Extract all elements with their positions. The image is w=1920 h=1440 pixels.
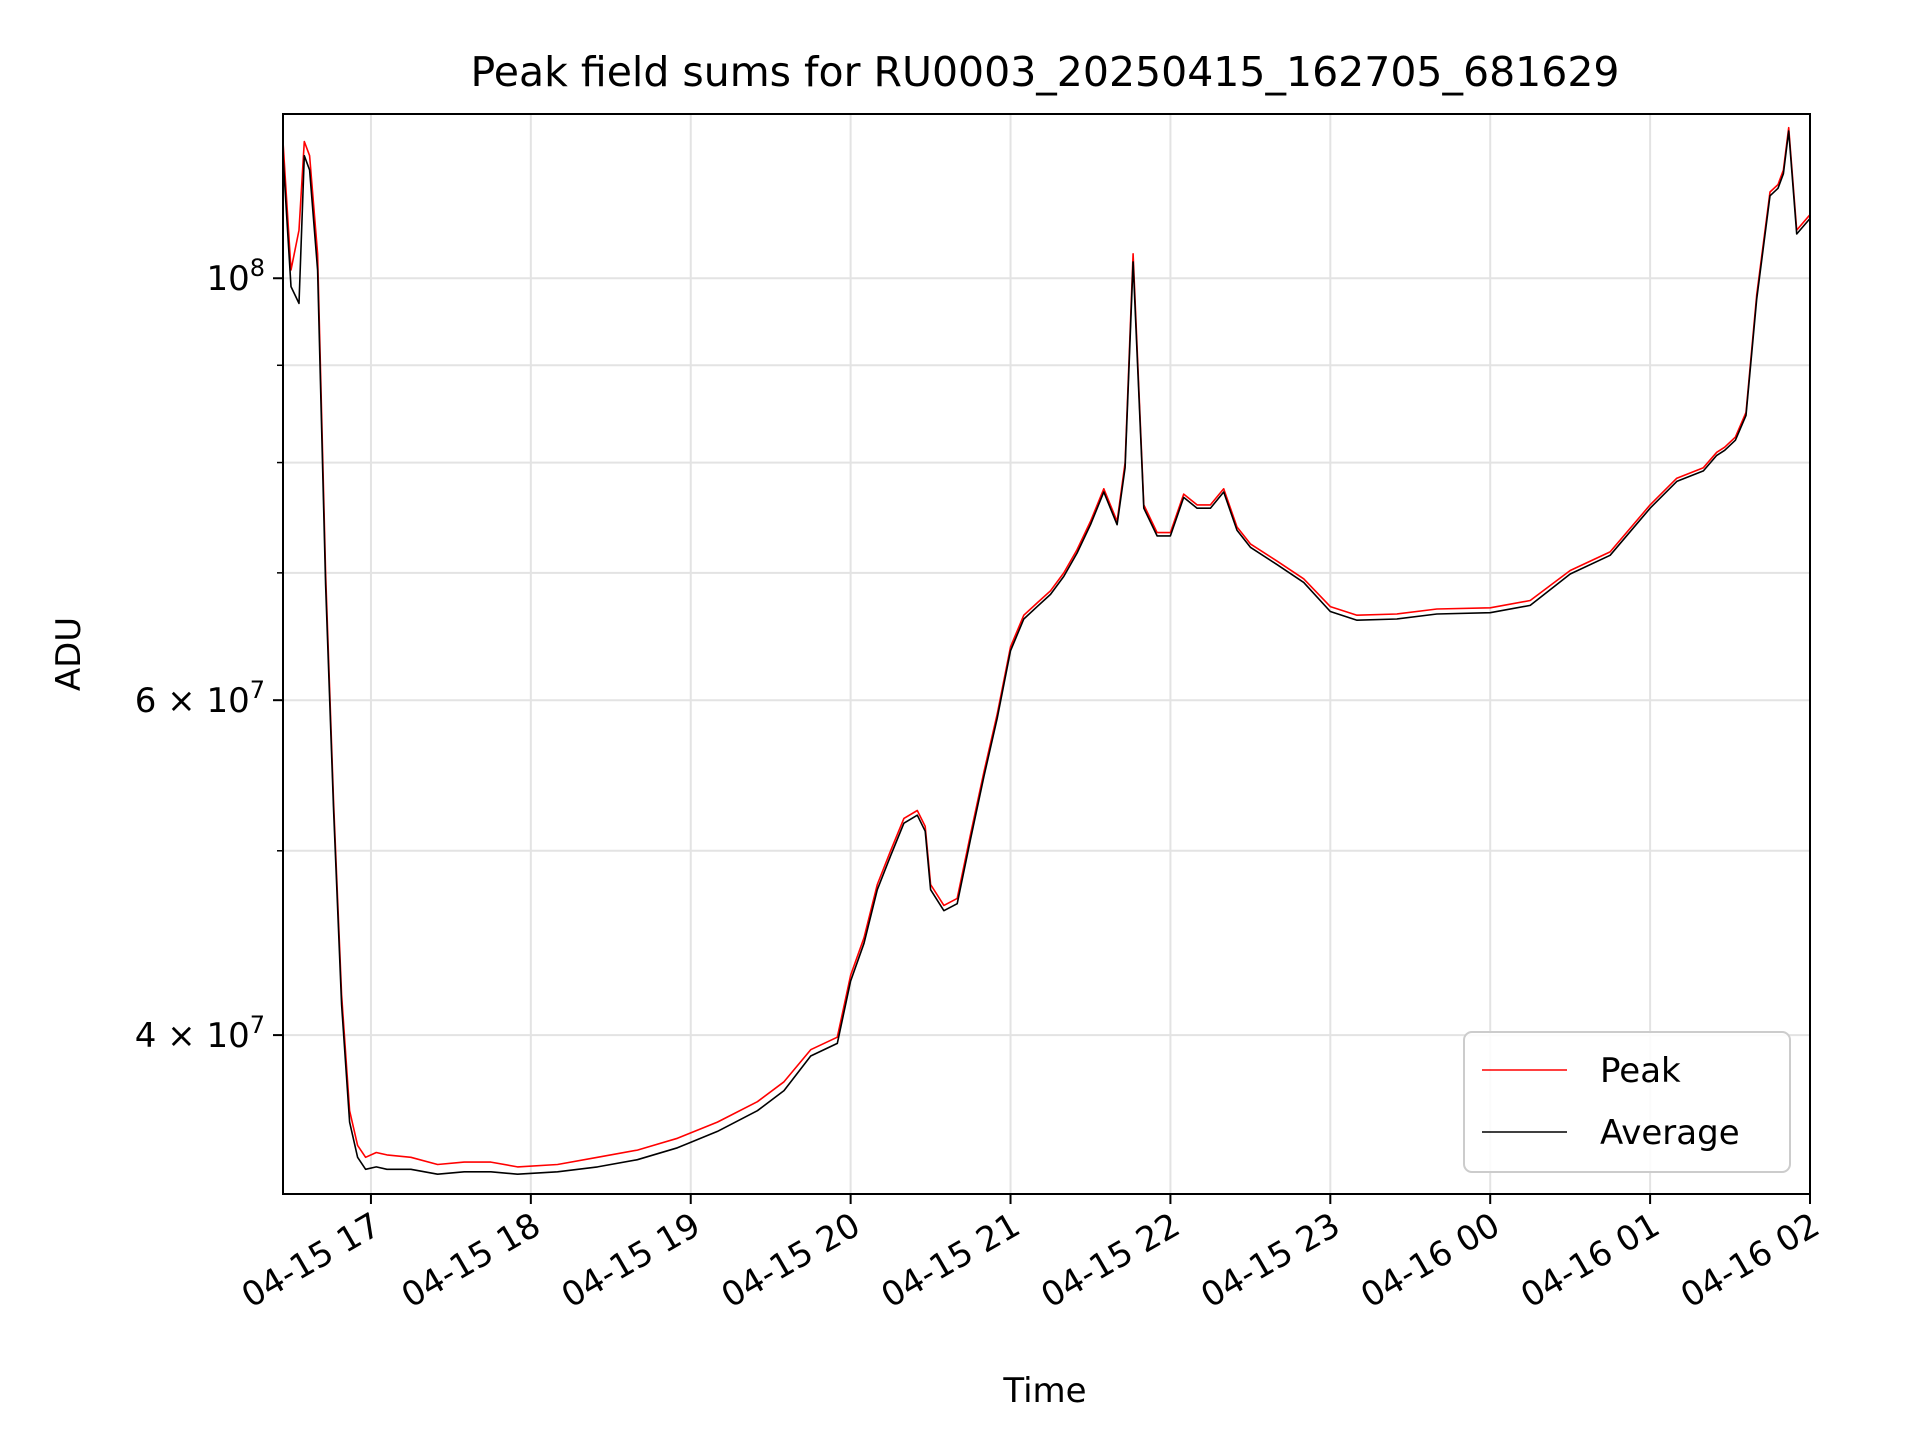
legend-label-peak: Peak <box>1600 1051 1681 1091</box>
y-tick-label: 6 × 107 <box>135 676 265 721</box>
series-line-average <box>282 130 1811 1175</box>
legend-box <box>1463 1031 1791 1173</box>
y-tick-label: 108 <box>206 254 265 299</box>
y-tick-label-base: 10 <box>206 681 249 721</box>
y-axis-title: ADU <box>49 617 89 691</box>
series-line-peak <box>282 126 1811 1168</box>
plot-area <box>282 126 1811 1175</box>
plot-frame <box>282 113 1811 1195</box>
x-axis-title: Time <box>1002 1371 1086 1411</box>
y-tick-label-exponent: 7 <box>250 1011 265 1039</box>
legend-label-average: Average <box>1600 1113 1740 1153</box>
y-tick-label-base: 10 <box>206 259 249 299</box>
y-tick-label-base: 10 <box>206 1016 249 1056</box>
chart-title: Peak field sums for RU0003_20250415_1627… <box>470 48 1619 96</box>
y-tick-label-exponent: 8 <box>250 254 265 282</box>
y-tick-label-mantissa: 6 × <box>135 681 207 721</box>
y-tick-label-exponent: 7 <box>250 676 265 704</box>
legend: Peak Average <box>1463 1031 1791 1173</box>
y-tick-label-mantissa: 4 × <box>135 1016 207 1056</box>
y-tick-label: 4 × 107 <box>135 1011 265 1056</box>
